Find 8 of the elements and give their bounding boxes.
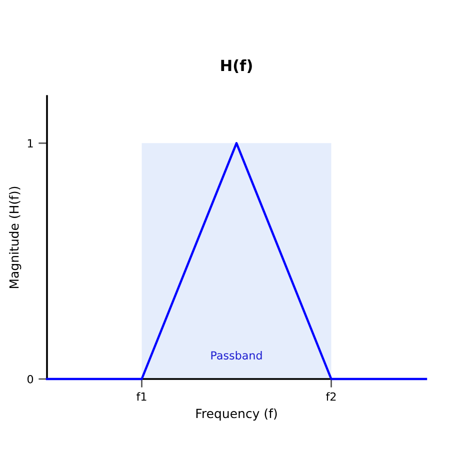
series-label: Passband [211, 350, 262, 360]
x-axis-title: Frequency (f) [196, 408, 277, 421]
y-tick-label: 0 [27, 374, 34, 384]
x-tick-label: f1 [136, 392, 146, 401]
y-axis-title: Magnitude (H(f)) [9, 186, 22, 288]
chart-title: H(f) [221, 59, 252, 74]
y-tick-label: 1 [28, 139, 33, 148]
x-tick-label: f2 [326, 392, 336, 401]
